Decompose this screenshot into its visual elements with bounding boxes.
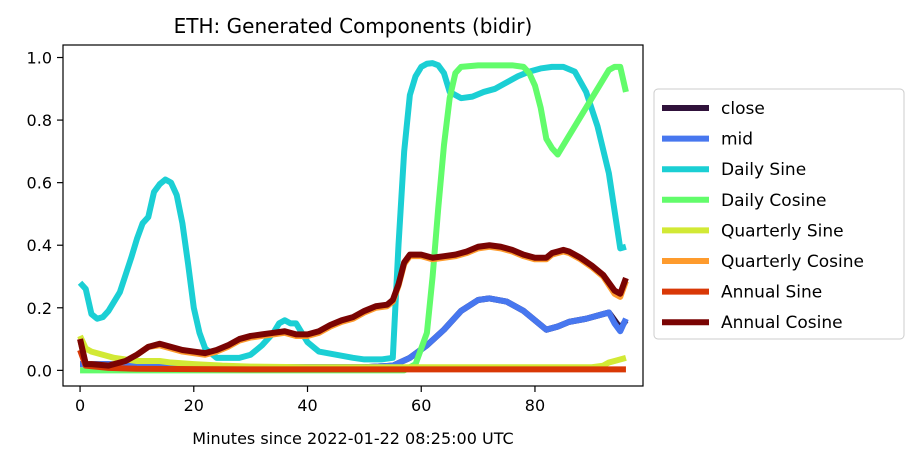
series-line-daily-sine (77, 60, 627, 363)
plot-area: 0 20 40 60 80 0.0 0.2 0.4 0.6 0.8 1.0 (27, 44, 644, 415)
y-tick-label: 0.4 (27, 236, 52, 255)
x-tick-label: 80 (525, 396, 545, 415)
legend-label: Annual Sine (721, 283, 822, 303)
y-tick-label: 0.2 (27, 299, 52, 318)
legend-label: Annual Cosine (721, 313, 843, 333)
legend-label: mid (721, 130, 753, 150)
legend: close mid Daily Sine Daily Cosine Quarterly … (653, 88, 905, 340)
chart-title: ETH: Generated Components (bidir) (174, 14, 533, 38)
x-axis-label: Minutes since 2022-01-22 08:25:00 UTC (192, 429, 513, 448)
y-tick-label: 0.8 (27, 111, 52, 130)
legend-label: close (721, 99, 765, 119)
legend-label: Daily Cosine (721, 191, 827, 211)
x-tick-label: 40 (297, 396, 317, 415)
axes-frame (62, 44, 644, 387)
x-tick-label: 60 (411, 396, 431, 415)
x-tick-label: 0 (75, 396, 85, 415)
y-tick-label: 0.0 (27, 361, 52, 380)
legend-label: Daily Sine (721, 160, 806, 180)
y-tick-label: 0.6 (27, 174, 52, 193)
legend-label: Quarterly Sine (721, 221, 844, 241)
series-line-annual-cosine (77, 242, 629, 369)
legend-label: Quarterly Cosine (721, 252, 864, 272)
y-tick-label: 1.0 (27, 49, 52, 68)
legend-box (653, 88, 905, 340)
x-tick-label: 20 (184, 396, 204, 415)
